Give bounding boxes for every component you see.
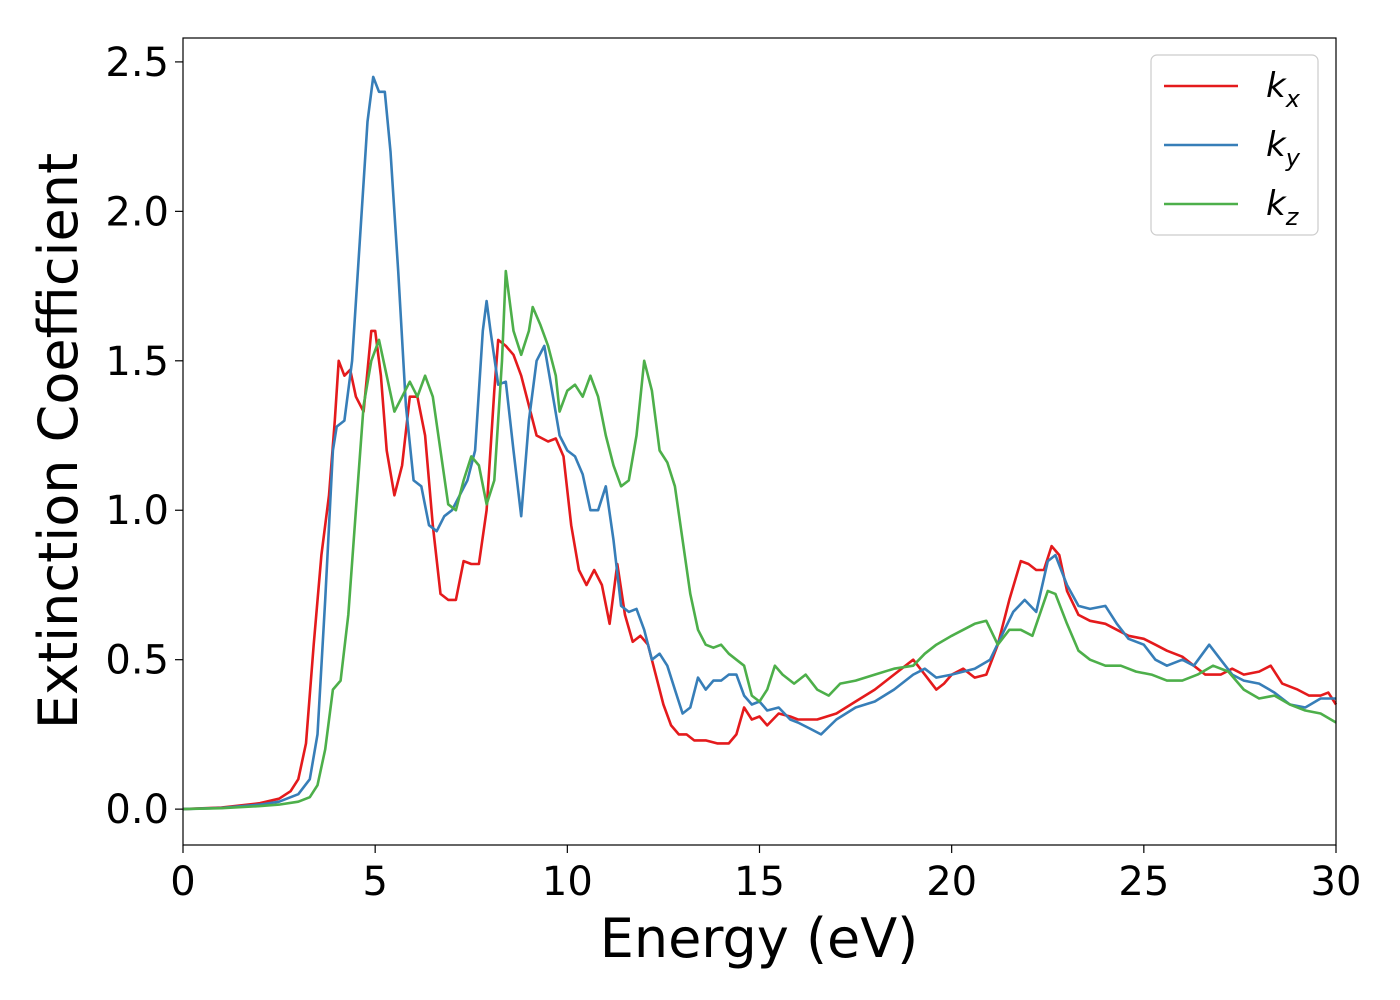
series-line-y <box>182 75 1336 811</box>
y-tick-label: 1.5 <box>105 339 169 385</box>
y-tick-label: 2.0 <box>105 189 169 235</box>
y-axis-label: Extinction Coefficient <box>27 153 90 729</box>
series-line-x <box>182 329 1338 811</box>
x-tick-label: 30 <box>1311 859 1362 905</box>
legend-label-subscript: y <box>1285 144 1301 172</box>
x-tick-label: 15 <box>734 859 785 905</box>
y-tick-label: 2.5 <box>105 40 169 86</box>
y-tick-label: 0.0 <box>105 787 169 833</box>
y-tick-label: 1.0 <box>105 488 169 534</box>
legend-label-y: ky <box>1266 125 1301 172</box>
legend-label-subscript: z <box>1285 203 1300 231</box>
legend-label-main: k <box>1266 125 1287 165</box>
y-tick-label: 0.5 <box>105 638 169 684</box>
series-line-z <box>182 269 1337 811</box>
x-axis-label: Energy (eV) <box>600 907 919 970</box>
series-lines <box>182 75 1338 811</box>
legend-label-main: k <box>1266 66 1287 106</box>
legend-label-subscript: x <box>1285 85 1301 113</box>
legend-label-x: kx <box>1266 66 1301 113</box>
x-tick-label: 10 <box>542 859 593 905</box>
legend-label-main: k <box>1266 184 1287 224</box>
x-tick-label: 25 <box>1118 859 1169 905</box>
x-axis: 0 5 10 15 20 25 30 <box>170 845 1361 905</box>
legend-label-z: kz <box>1266 184 1300 231</box>
x-tick-label: 0 <box>170 859 195 905</box>
x-tick-label: 20 <box>926 859 977 905</box>
y-axis: 0.0 0.5 1.0 1.5 2.0 2.5 <box>105 40 183 833</box>
x-tick-label: 5 <box>362 859 387 905</box>
